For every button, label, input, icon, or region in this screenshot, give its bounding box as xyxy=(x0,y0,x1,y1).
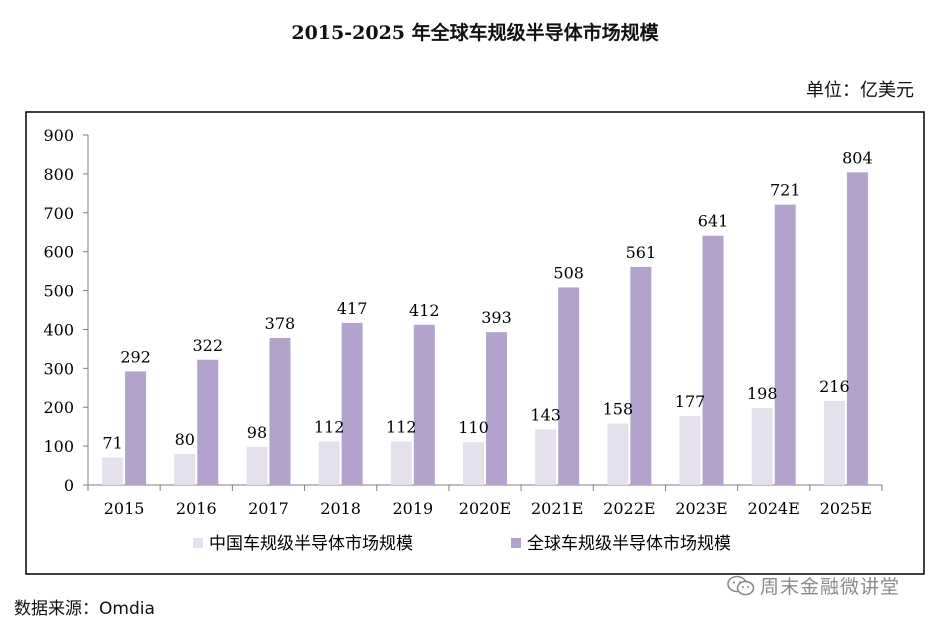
bar-global xyxy=(269,338,291,485)
data-label: 177 xyxy=(675,392,706,411)
data-label: 292 xyxy=(120,347,151,366)
bar-global xyxy=(558,287,580,485)
legend: 中国车规级半导体市场规模 全球车规级半导体市场规模 xyxy=(193,534,731,554)
data-label: 216 xyxy=(819,377,850,396)
data-label: 322 xyxy=(192,336,223,355)
data-label: 721 xyxy=(770,181,801,200)
bar-global xyxy=(702,235,724,485)
y-tick-label: 600 xyxy=(43,243,74,262)
x-tick-label: 2015 xyxy=(104,499,145,518)
x-tick-label: 2024E xyxy=(748,499,800,518)
y-tick-label: 200 xyxy=(43,398,74,417)
bar-china xyxy=(390,441,412,485)
data-label: 80 xyxy=(175,430,195,449)
x-tick-label: 2017 xyxy=(248,499,289,518)
x-axis: 2015 2016 2017 2018 2019 2020E 2021E 2022E 2023E… xyxy=(87,484,883,518)
data-label: 98 xyxy=(247,423,267,442)
y-tick-label: 100 xyxy=(43,437,74,456)
y-tick-label: 400 xyxy=(43,320,74,339)
data-label: 561 xyxy=(626,243,657,262)
legend-label: 全球车规级半导体市场规模 xyxy=(527,534,731,554)
y-tick-label: 800 xyxy=(43,165,74,184)
y-tick-label: 900 xyxy=(43,126,74,145)
data-label: 158 xyxy=(603,400,634,419)
bar-china xyxy=(318,441,340,485)
bar-china xyxy=(535,429,557,485)
data-label: 198 xyxy=(747,384,778,403)
data-label: 804 xyxy=(842,148,873,167)
chart-title: 2015-2025 年全球车规级半导体市场规模 xyxy=(291,22,659,44)
bar-global xyxy=(125,371,147,485)
legend-swatch xyxy=(193,538,203,548)
data-label: 71 xyxy=(102,433,122,452)
bar-global xyxy=(630,266,652,485)
source-note: 数据来源：Omdia xyxy=(14,599,155,619)
bar-china xyxy=(751,408,773,485)
y-tick-label: 700 xyxy=(43,204,74,223)
data-label: 112 xyxy=(314,417,345,436)
data-label: 378 xyxy=(265,314,296,333)
bar-global xyxy=(413,324,435,485)
data-label: 412 xyxy=(409,301,440,320)
bar-global xyxy=(341,322,363,485)
x-tick-label: 2016 xyxy=(176,499,217,518)
legend-swatch xyxy=(511,538,521,548)
watermark-text: 周末金融微讲堂 xyxy=(760,576,901,598)
chart-frame xyxy=(25,111,925,575)
data-label: 112 xyxy=(386,417,417,436)
y-tick-label: 0 xyxy=(64,476,74,495)
y-axis: 0 100 200 300 400 500 600 700 800 900 xyxy=(43,126,89,495)
data-labels: 71 292 80 322 98 378 112 417 112 412 110 393 143 508 1… xyxy=(102,148,872,452)
bar-china xyxy=(679,416,701,485)
bar-china xyxy=(102,457,124,485)
x-tick-label: 2022E xyxy=(603,499,655,518)
unit-label: 单位：亿美元 xyxy=(806,80,914,101)
bar-global xyxy=(774,204,796,485)
y-tick-label: 300 xyxy=(43,359,74,378)
y-tick-label: 500 xyxy=(43,282,74,301)
x-tick-label: 2021E xyxy=(531,499,583,518)
bar-china xyxy=(463,442,484,485)
legend-label: 中国车规级半导体市场规模 xyxy=(209,534,413,554)
data-label: 508 xyxy=(553,263,584,282)
bar-china xyxy=(607,423,629,485)
x-tick-label: 2020E xyxy=(459,499,511,518)
bar-china xyxy=(823,401,845,485)
data-label: 110 xyxy=(458,418,489,437)
bar-china xyxy=(246,446,268,485)
data-label: 641 xyxy=(698,212,729,231)
bar-global xyxy=(197,359,219,485)
x-tick-label: 2025E xyxy=(820,499,872,518)
data-label: 393 xyxy=(481,308,512,327)
data-label: 417 xyxy=(337,299,368,318)
wechat-icon xyxy=(727,575,755,595)
data-label: 143 xyxy=(530,405,561,424)
x-tick-label: 2018 xyxy=(320,499,361,518)
bars xyxy=(102,172,868,486)
bar-china xyxy=(174,453,196,485)
x-tick-label: 2023E xyxy=(675,499,727,518)
bar-global xyxy=(486,332,507,485)
watermark: 周末金融微讲堂 xyxy=(726,572,900,599)
bar-global xyxy=(846,172,868,486)
x-tick-label: 2019 xyxy=(392,499,433,518)
